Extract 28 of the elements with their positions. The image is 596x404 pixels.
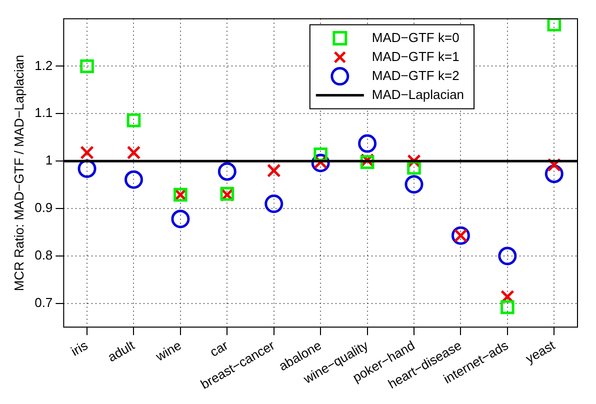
x-tick-label: adult bbox=[105, 337, 138, 365]
point bbox=[500, 300, 514, 314]
point bbox=[218, 162, 236, 181]
y-tick-label: 1.2 bbox=[34, 58, 53, 73]
point bbox=[126, 113, 141, 128]
legend-label: MAD−GTF k=1 bbox=[372, 48, 460, 64]
y-tick-label: 0.7 bbox=[34, 294, 53, 310]
point bbox=[126, 146, 141, 160]
legend-label: MAD−Laplacian bbox=[372, 86, 464, 102]
point bbox=[266, 164, 281, 178]
point bbox=[547, 18, 562, 32]
y-tick-label: 0.9 bbox=[34, 200, 53, 216]
point bbox=[124, 170, 143, 189]
y-tick-label: 1.1 bbox=[34, 105, 53, 120]
y-tick-label: 0.8 bbox=[34, 248, 53, 263]
point bbox=[498, 246, 517, 266]
point bbox=[404, 175, 424, 194]
point bbox=[80, 59, 94, 74]
legend-label: MAD−GTF k=2 bbox=[372, 68, 460, 83]
point bbox=[80, 146, 94, 160]
point bbox=[171, 210, 190, 228]
legend-label: MAD−GTF k=0 bbox=[372, 30, 460, 45]
x-tick-label: iris bbox=[68, 337, 91, 359]
point bbox=[264, 194, 284, 214]
y-axis-title: MCR Ratio: MAD−GTF / MAD−Laplacian bbox=[11, 54, 26, 292]
point bbox=[358, 134, 377, 153]
x-tick-label: wine bbox=[152, 338, 184, 364]
y-tick-label: 1 bbox=[45, 152, 53, 168]
